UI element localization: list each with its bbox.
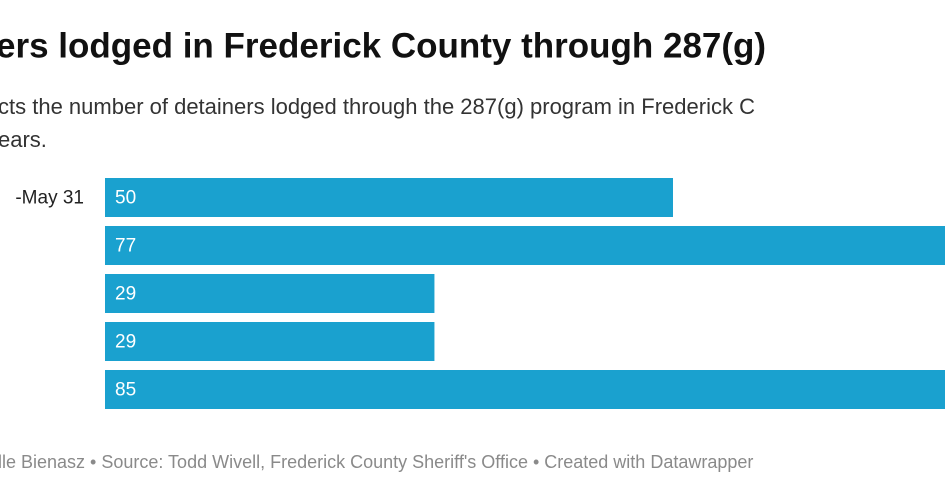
chart-subtitle: cts the number of detainers lodged throu…: [0, 94, 755, 119]
value-label: 29: [115, 332, 136, 353]
value-label: 29: [115, 284, 136, 305]
value-label: 77: [115, 236, 136, 257]
value-label: 50: [115, 188, 136, 209]
bar: [105, 274, 435, 313]
bar: [105, 178, 673, 217]
value-label: 85: [115, 380, 136, 401]
bar: [105, 370, 945, 409]
chart-subtitle: ears.: [0, 127, 47, 152]
bar: [105, 322, 435, 361]
bar: [105, 226, 945, 265]
category-label: -May 31: [15, 188, 84, 209]
footer: lle Bienasz • Source: Todd Wivell, Frede…: [0, 452, 753, 472]
chart-title: ers lodged in Frederick County through 2…: [0, 26, 766, 65]
